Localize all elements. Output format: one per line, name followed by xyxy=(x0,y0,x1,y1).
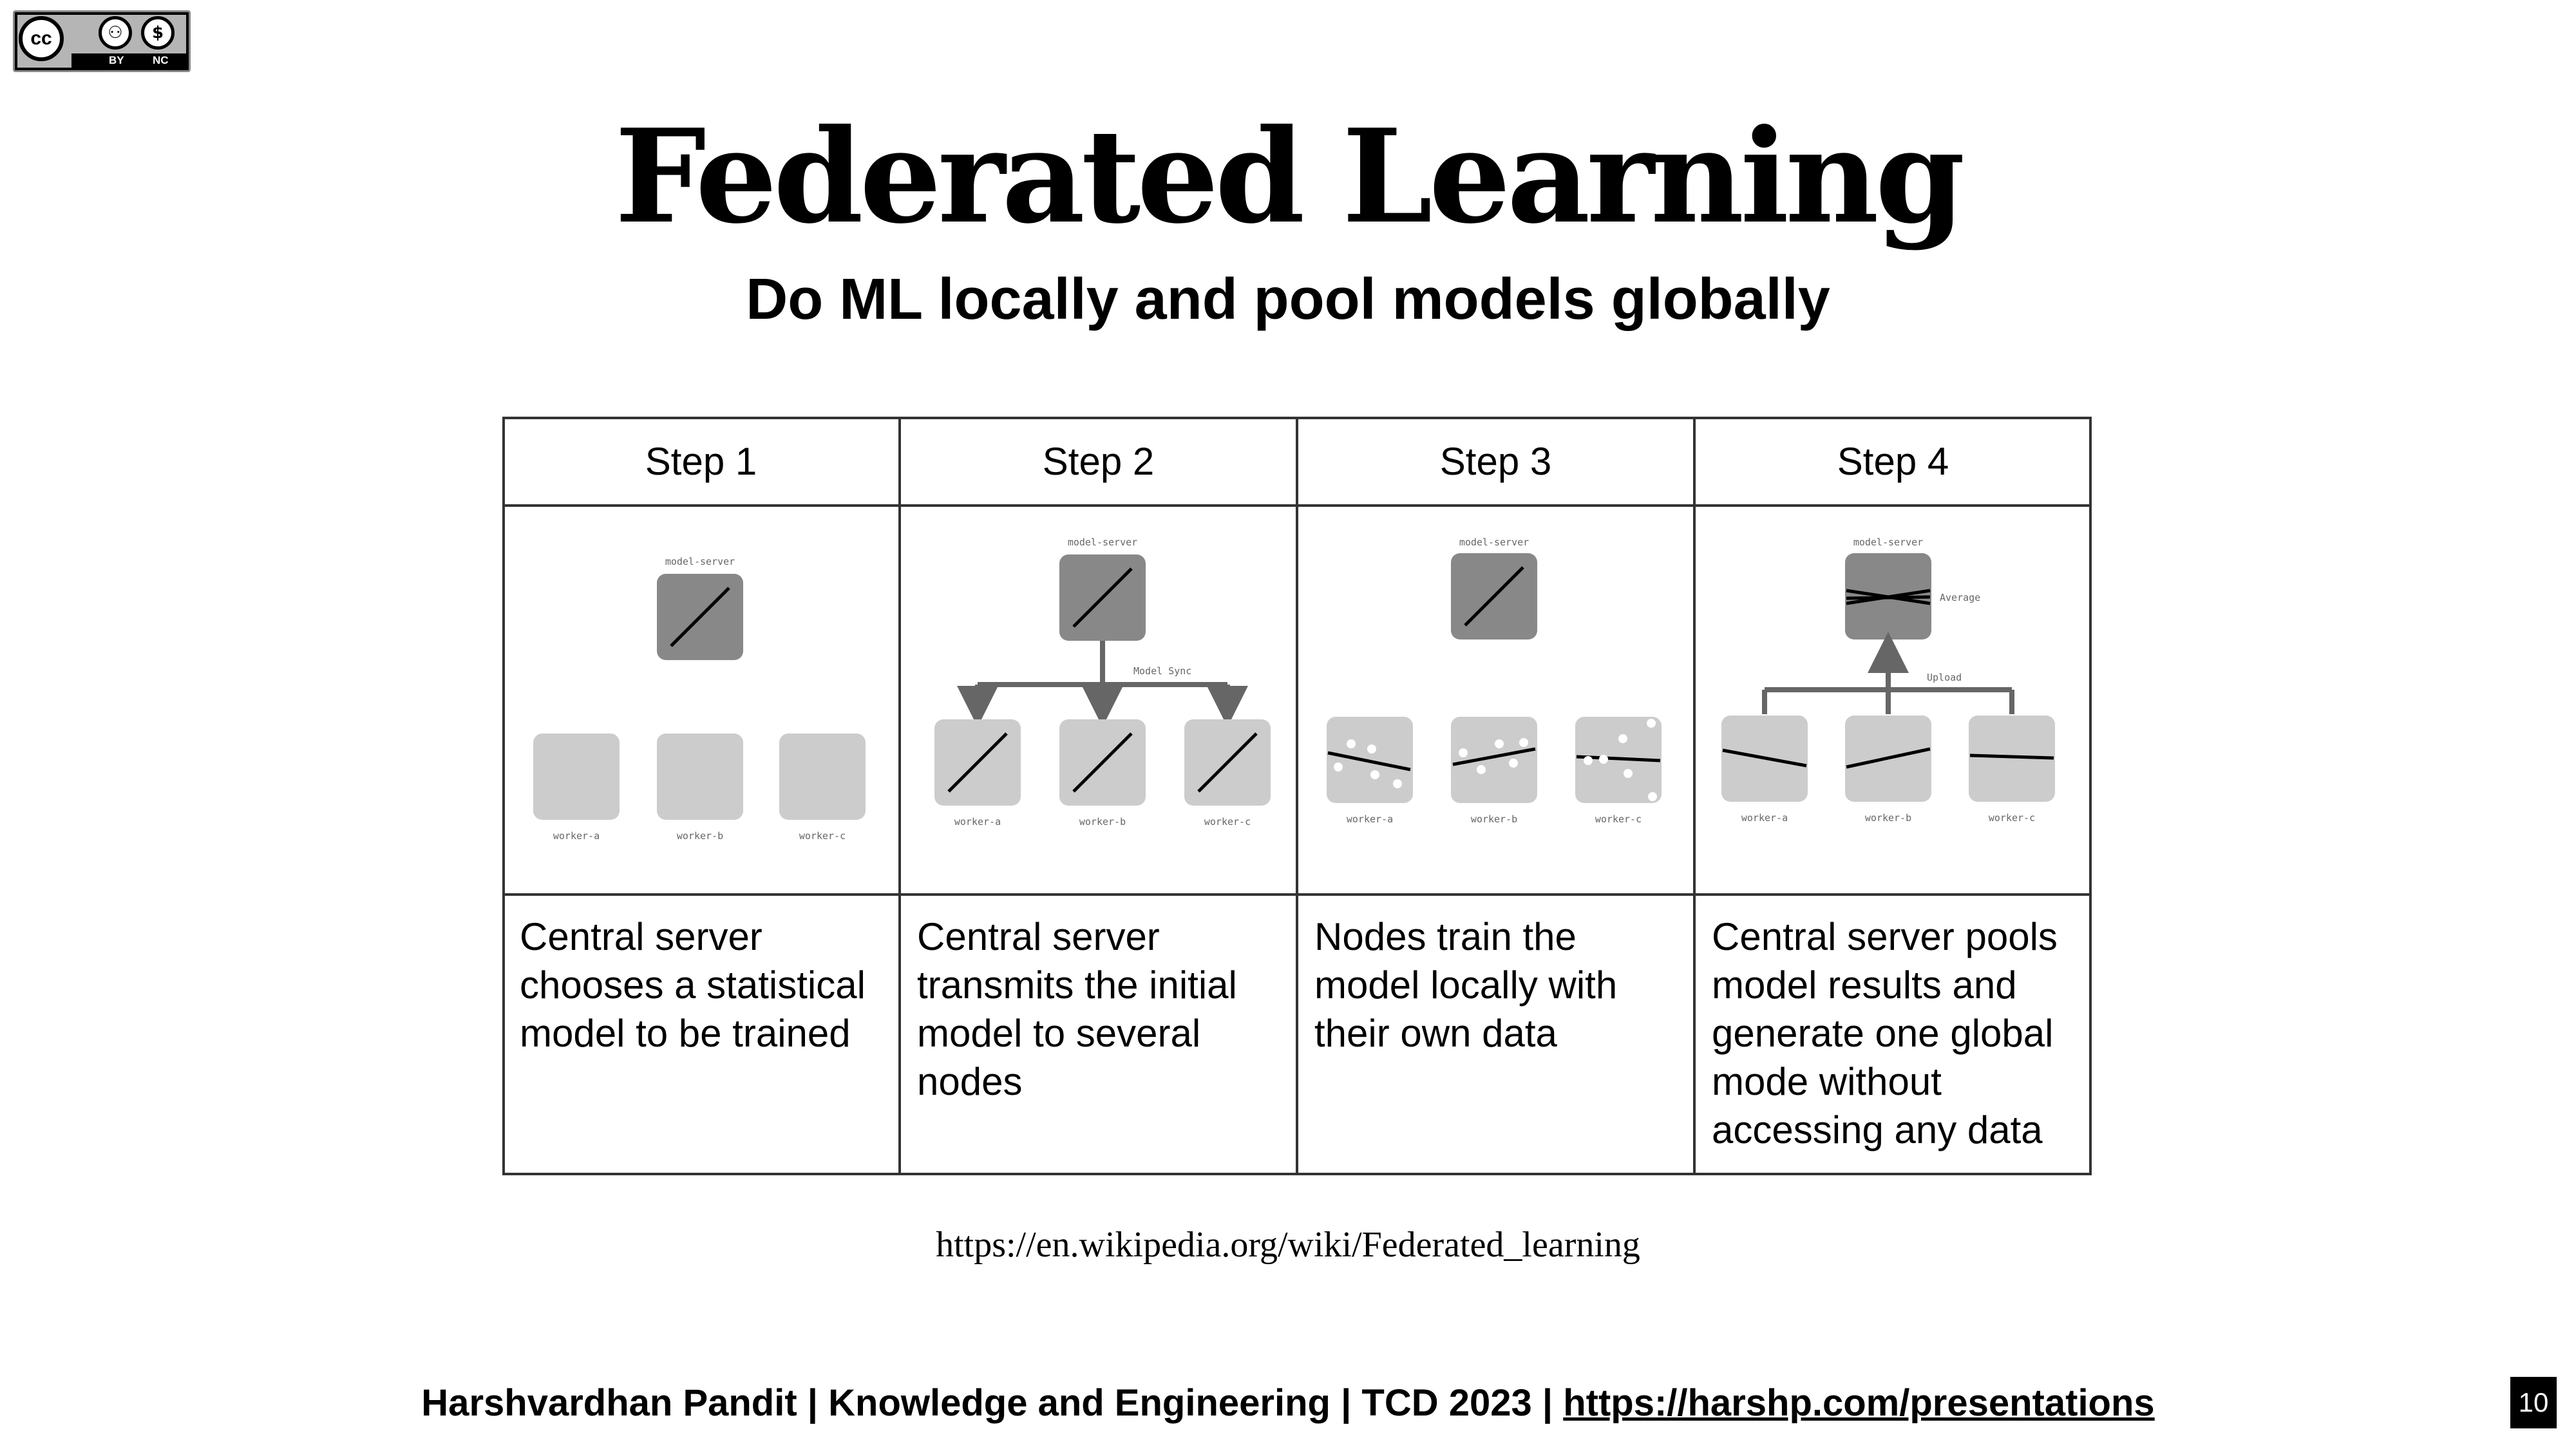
footer: Harshvardhan Pandit | Knowledge and Engi… xyxy=(0,1385,2576,1422)
step-1-worker-c-box xyxy=(779,734,866,820)
step-1-server-label: model-server xyxy=(665,556,735,567)
attribution-icon: ⚇ xyxy=(99,16,132,50)
step-1-worker-c-label: worker-c xyxy=(799,830,846,842)
step-1-server-model-line xyxy=(670,587,730,647)
source-url: https://en.wikipedia.org/wiki/Federated_… xyxy=(936,1225,1640,1265)
step-2-worker-a-model-line xyxy=(947,732,1008,793)
step-3-worker-a-model-line xyxy=(1327,751,1411,772)
step-1-description: Central server chooses a statistical mod… xyxy=(520,915,866,1055)
slide-subtitle: Do ML locally and pool models globally xyxy=(746,267,1830,332)
step-1-illustration: model-server worker-a worker-b worker-c xyxy=(533,556,866,842)
step-4-worker-c-label: worker-c xyxy=(1989,812,2035,824)
license-badge: cc ⚇ $ BY NC xyxy=(13,10,191,72)
license-strip: BY NC xyxy=(71,53,186,68)
step-2-worker-b-label: worker-b xyxy=(1079,816,1126,828)
table-grid xyxy=(502,417,2092,1175)
step-3-heading: Step 3 xyxy=(1439,440,1552,483)
step-3-worker-a-label: worker-a xyxy=(1347,813,1393,825)
footer-credits: Harshvardhan Pandit | Knowledge and Engi… xyxy=(421,1382,1564,1424)
step-4-worker-c-box xyxy=(1969,715,2055,802)
step-4-worker-c-model-line xyxy=(1969,753,2054,760)
step-3-description: Nodes train the model locally with their… xyxy=(1314,915,1618,1055)
page-number: 10 xyxy=(2510,1377,2557,1428)
step-1-worker-b-box xyxy=(657,734,743,820)
step-3-worker-b-label: worker-b xyxy=(1471,813,1517,825)
step-3-illustration: model-server worker-a worker-b xyxy=(1327,536,1662,825)
step-4-worker-a-label: worker-a xyxy=(1741,812,1788,824)
step-2-worker-c-label: worker-c xyxy=(1204,816,1251,828)
slide-title: Federated Learning xyxy=(614,101,1965,252)
step-4-worker-a-model-line xyxy=(1722,748,1807,768)
creative-commons-icon: cc xyxy=(19,16,64,61)
federated-learning-steps-table: model-server worker-a worker-b worker-c … xyxy=(502,417,2092,1175)
step-3-server-model-line xyxy=(1464,566,1524,627)
step-2-illustration: model-server Model Sync worker-a worker-… xyxy=(934,536,1271,828)
step-1-worker-a-box xyxy=(533,734,620,820)
step-2-sync-arrows xyxy=(957,641,1248,727)
step-2-description: Central server transmits the initial mod… xyxy=(917,915,1237,1103)
step-1-worker-a-label: worker-a xyxy=(553,830,600,842)
step-4-description: Central server pools model results and g… xyxy=(1712,915,2058,1151)
step-2-heading: Step 2 xyxy=(1042,440,1155,483)
step-1-worker-b-label: worker-b xyxy=(677,830,723,842)
step-4-worker-b-model-line xyxy=(1846,747,1931,769)
step-2-worker-b-model-line xyxy=(1072,732,1133,793)
step-3-worker-b-box xyxy=(1451,717,1537,803)
footer-presentations-link[interactable]: https://harshp.com/presentations xyxy=(1563,1382,2155,1424)
step-4-upload-arrows xyxy=(1762,632,2014,714)
step-3-server-label: model-server xyxy=(1459,536,1529,548)
license-by-label: BY xyxy=(109,54,124,66)
license-nc-label: NC xyxy=(153,54,169,66)
step-3-worker-b-model-line xyxy=(1452,747,1536,766)
step-4-upload-label: Upload xyxy=(1927,672,1962,683)
step-4-server-label: model-server xyxy=(1853,536,1923,548)
step-4-worker-b-label: worker-b xyxy=(1865,812,1911,824)
step-3-worker-c-label: worker-c xyxy=(1595,813,1642,825)
step-1-heading: Step 1 xyxy=(645,440,757,483)
step-4-heading: Step 4 xyxy=(1837,440,1949,483)
step-2-server-model-line xyxy=(1072,567,1133,628)
step-2-worker-c-model-line xyxy=(1197,732,1258,793)
non-commercial-icon: $ xyxy=(141,16,175,50)
step-2-worker-a-label: worker-a xyxy=(954,816,1001,828)
step-4-average-label: Average xyxy=(1940,592,1980,603)
step-3-local-data-points xyxy=(1334,719,1657,801)
step-4-illustration: model-server Average Upload worker-a xyxy=(1721,536,2055,824)
step-2-server-label: model-server xyxy=(1068,536,1137,548)
step-2-model-sync-label: Model Sync xyxy=(1133,665,1191,677)
step-4-averaged-model-lines xyxy=(1846,589,1931,605)
steps-diagram: model-server worker-a worker-b worker-c … xyxy=(502,417,2092,1175)
